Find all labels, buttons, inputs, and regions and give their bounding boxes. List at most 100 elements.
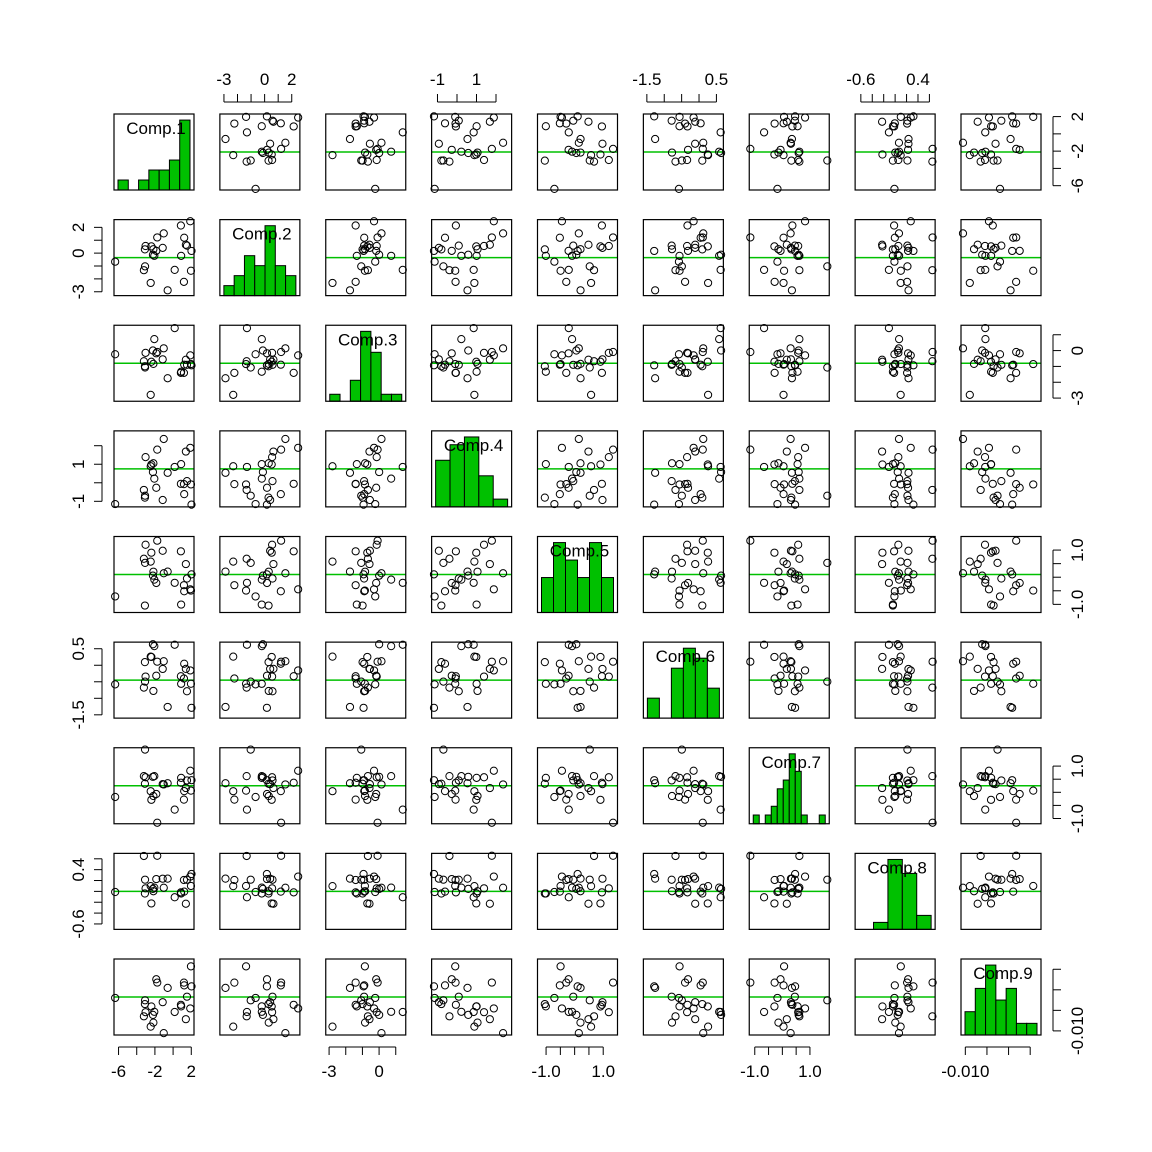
point-panel-7-4-3 — [472, 795, 481, 804]
point-panel-8-1-23 — [111, 887, 120, 897]
point-panel-3-8-21 — [906, 351, 915, 360]
point-panel-2-9-4 — [969, 245, 979, 254]
point-panel-6-1-2 — [181, 664, 190, 673]
point-panel-6-9-19 — [988, 672, 997, 681]
point-panel-1-5-3 — [596, 150, 605, 159]
point-panel-4-8-2 — [878, 447, 887, 456]
point-panel-2-6-6 — [715, 251, 724, 260]
point-panel-6-1-12 — [180, 659, 189, 668]
point-panel-8-3-15 — [360, 881, 369, 891]
point-panel-7-2-13 — [262, 789, 272, 799]
point-panel-9-6-21 — [689, 1004, 698, 1013]
point-panel-7-6-3 — [703, 795, 712, 804]
point-panel-5-6-24 — [671, 554, 680, 563]
point-panel-7-8-10 — [888, 773, 898, 782]
point-panel-9-2-1 — [242, 1007, 252, 1017]
point-panel-8-3-16 — [328, 882, 337, 891]
point-panel-1-2-24 — [242, 157, 251, 166]
point-panel-6-1-24 — [139, 683, 148, 692]
point-panel-3-8-16 — [896, 390, 905, 399]
point-panel-2-5-8 — [572, 250, 581, 259]
point-panel-5-2-2 — [269, 559, 278, 569]
point-panel-5-1-11 — [163, 567, 172, 576]
point-panel-9-4-7 — [454, 992, 463, 1001]
point-panel-2-3-21 — [369, 217, 379, 226]
point-panel-7-9-17 — [958, 780, 968, 789]
point-panel-5-1-1 — [170, 578, 179, 587]
point-panel-5-3-24 — [363, 554, 372, 563]
point-panel-7-3-23 — [371, 792, 380, 802]
histogram-bar-6-6 — [706, 687, 720, 719]
point-panel-8-7-2 — [782, 899, 791, 908]
point-panel-1-5-1 — [564, 128, 573, 137]
point-panel-4-5-25 — [562, 480, 571, 489]
point-panel-1-6-4 — [667, 148, 677, 157]
point-panel-2-5-13 — [564, 246, 573, 255]
point-panel-5-3-10 — [352, 600, 361, 609]
point-panel-5-4-4 — [473, 567, 482, 576]
x-tick-label-1-3: -2 — [147, 1062, 162, 1081]
point-panel-1-2-22 — [264, 156, 273, 165]
point-panel-2-5-24 — [589, 266, 599, 275]
point-panel-4-7-16 — [779, 462, 788, 471]
point-panel-8-2-19 — [289, 888, 298, 897]
point-panel-4-3-14 — [372, 452, 381, 462]
point-panel-3-9-6 — [981, 335, 990, 344]
point-panel-2-1-25 — [179, 277, 189, 286]
y-tick-label-3-1: -3 — [1068, 391, 1087, 406]
point-panel-8-4-19 — [451, 888, 460, 897]
point-panel-5-6-6 — [715, 575, 724, 584]
histogram-bar-6-5 — [694, 657, 708, 719]
point-panel-4-1-4 — [149, 459, 158, 468]
point-panel-4-5-1 — [564, 462, 573, 472]
point-panel-9-2-8 — [258, 1010, 267, 1019]
point-panel-7-1-23 — [111, 792, 120, 802]
point-panel-7-4-18 — [487, 818, 496, 827]
point-panel-6-4-16 — [470, 652, 479, 661]
point-panel-2-4-8 — [464, 250, 473, 259]
point-panel-2-9-22 — [989, 245, 998, 254]
point-panel-3-1-23 — [111, 350, 120, 359]
point-panel-6-5-3 — [596, 652, 605, 662]
point-panel-2-6-8 — [716, 250, 726, 259]
point-panel-1-6-5 — [677, 156, 686, 165]
point-panel-5-8-11 — [904, 567, 913, 576]
point-panel-1-4-21 — [489, 113, 498, 122]
point-panel-9-1-1 — [170, 1007, 179, 1017]
point-panel-8-3-3 — [363, 899, 372, 908]
panel-frame-panel-8-7 — [748, 852, 830, 930]
point-panel-2-4-22 — [437, 245, 446, 254]
point-panel-9-3-8 — [375, 1010, 384, 1019]
point-panel-1-6-7 — [667, 116, 676, 125]
point-panel-1-3-25 — [351, 119, 360, 128]
point-panel-9-6-22 — [698, 999, 707, 1009]
point-panel-9-6-23 — [674, 993, 684, 1003]
point-panel-5-9-3 — [986, 548, 996, 557]
histogram-bar-6-1 — [646, 697, 660, 719]
point-panel-3-6-19 — [683, 368, 692, 377]
point-panel-1-6-1 — [716, 128, 725, 137]
point-panel-8-9-4 — [969, 887, 979, 896]
point-panel-2-5-10 — [541, 251, 550, 260]
panel-frame-panel-9-8 — [854, 958, 936, 1036]
point-panel-2-7-18 — [746, 233, 755, 242]
point-panel-6-9-14 — [980, 672, 990, 681]
point-panel-5-1-25 — [179, 581, 189, 590]
point-panel-7-1-19 — [176, 778, 185, 787]
point-panel-5-7-10 — [793, 600, 802, 609]
point-panel-3-6-17 — [699, 344, 708, 353]
point-panel-5-3-23 — [371, 592, 380, 601]
point-panel-6-8-3 — [878, 652, 887, 662]
point-panel-8-9-15 — [1029, 881, 1038, 891]
point-panel-1-9-11 — [1006, 134, 1015, 144]
point-panel-2-6-1 — [716, 265, 725, 275]
point-panel-4-7-25 — [770, 480, 779, 489]
point-panel-4-3-24 — [363, 485, 372, 495]
point-panel-2-5-11 — [576, 286, 585, 295]
point-panel-4-6-23 — [674, 499, 684, 509]
point-panel-2-3-23 — [371, 257, 380, 266]
point-panel-1-9-14 — [980, 155, 990, 165]
point-panel-8-3-17 — [377, 883, 386, 892]
point-panel-5-7-13 — [776, 578, 785, 588]
point-panel-4-9-16 — [965, 462, 974, 471]
